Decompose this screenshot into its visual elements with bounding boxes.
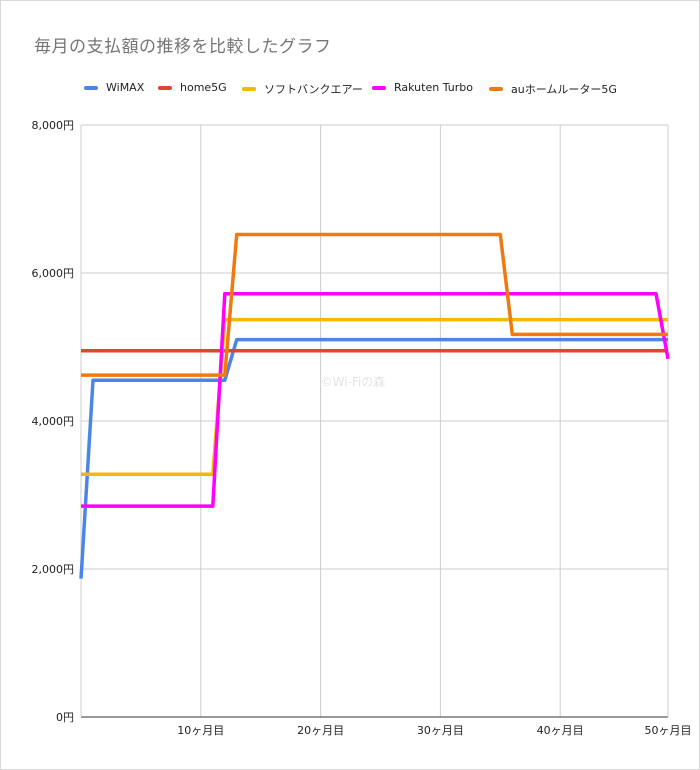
legend-item: ソフトバンクエアー [242, 81, 363, 97]
legend-item: Rakuten Turbo [372, 81, 473, 94]
y-tick-label: 6,000円 [32, 267, 75, 280]
x-tick-label: 20ヶ月目 [297, 724, 344, 737]
legend-item: WiMAX [84, 81, 144, 94]
legend-swatch [84, 85, 98, 90]
legend-swatch [158, 85, 172, 90]
legend-swatch [242, 87, 256, 91]
series-line-WiMAX [79, 337, 668, 579]
legend-item: home5G [158, 81, 227, 94]
series-line-ソフトバンクエアー [81, 317, 668, 477]
legend-item: auホームルーター5G [489, 81, 617, 97]
y-tick-label: 4,000円 [32, 415, 75, 428]
legend-label: home5G [180, 81, 227, 94]
y-tick-label: 2,000円 [32, 563, 75, 576]
legend-label: ソフトバンクエアー [264, 83, 363, 96]
x-tick-label: 40ヶ月目 [537, 724, 584, 737]
legend-swatch [372, 85, 386, 90]
watermark-text: ©Wi-Fiの森 [321, 374, 386, 389]
y-tick-label: 8,000円 [32, 119, 75, 132]
legend-label: auホームルーター5G [511, 83, 617, 96]
x-tick-label: 50ヶ月目 [645, 724, 692, 737]
legend-swatch [489, 87, 503, 91]
x-tick-label: 30ヶ月目 [417, 724, 464, 737]
series-line-Rakuten Turbo [81, 291, 670, 508]
x-tick-label: 10ヶ月目 [177, 724, 224, 737]
chart-title: 毎月の支払額の推移を比較したグラフ [34, 37, 332, 57]
legend-label: Rakuten Turbo [394, 81, 473, 94]
legend-label: WiMAX [106, 81, 145, 94]
series-line-auホームルーター5G [81, 232, 668, 377]
y-tick-label: 0円 [56, 711, 74, 724]
